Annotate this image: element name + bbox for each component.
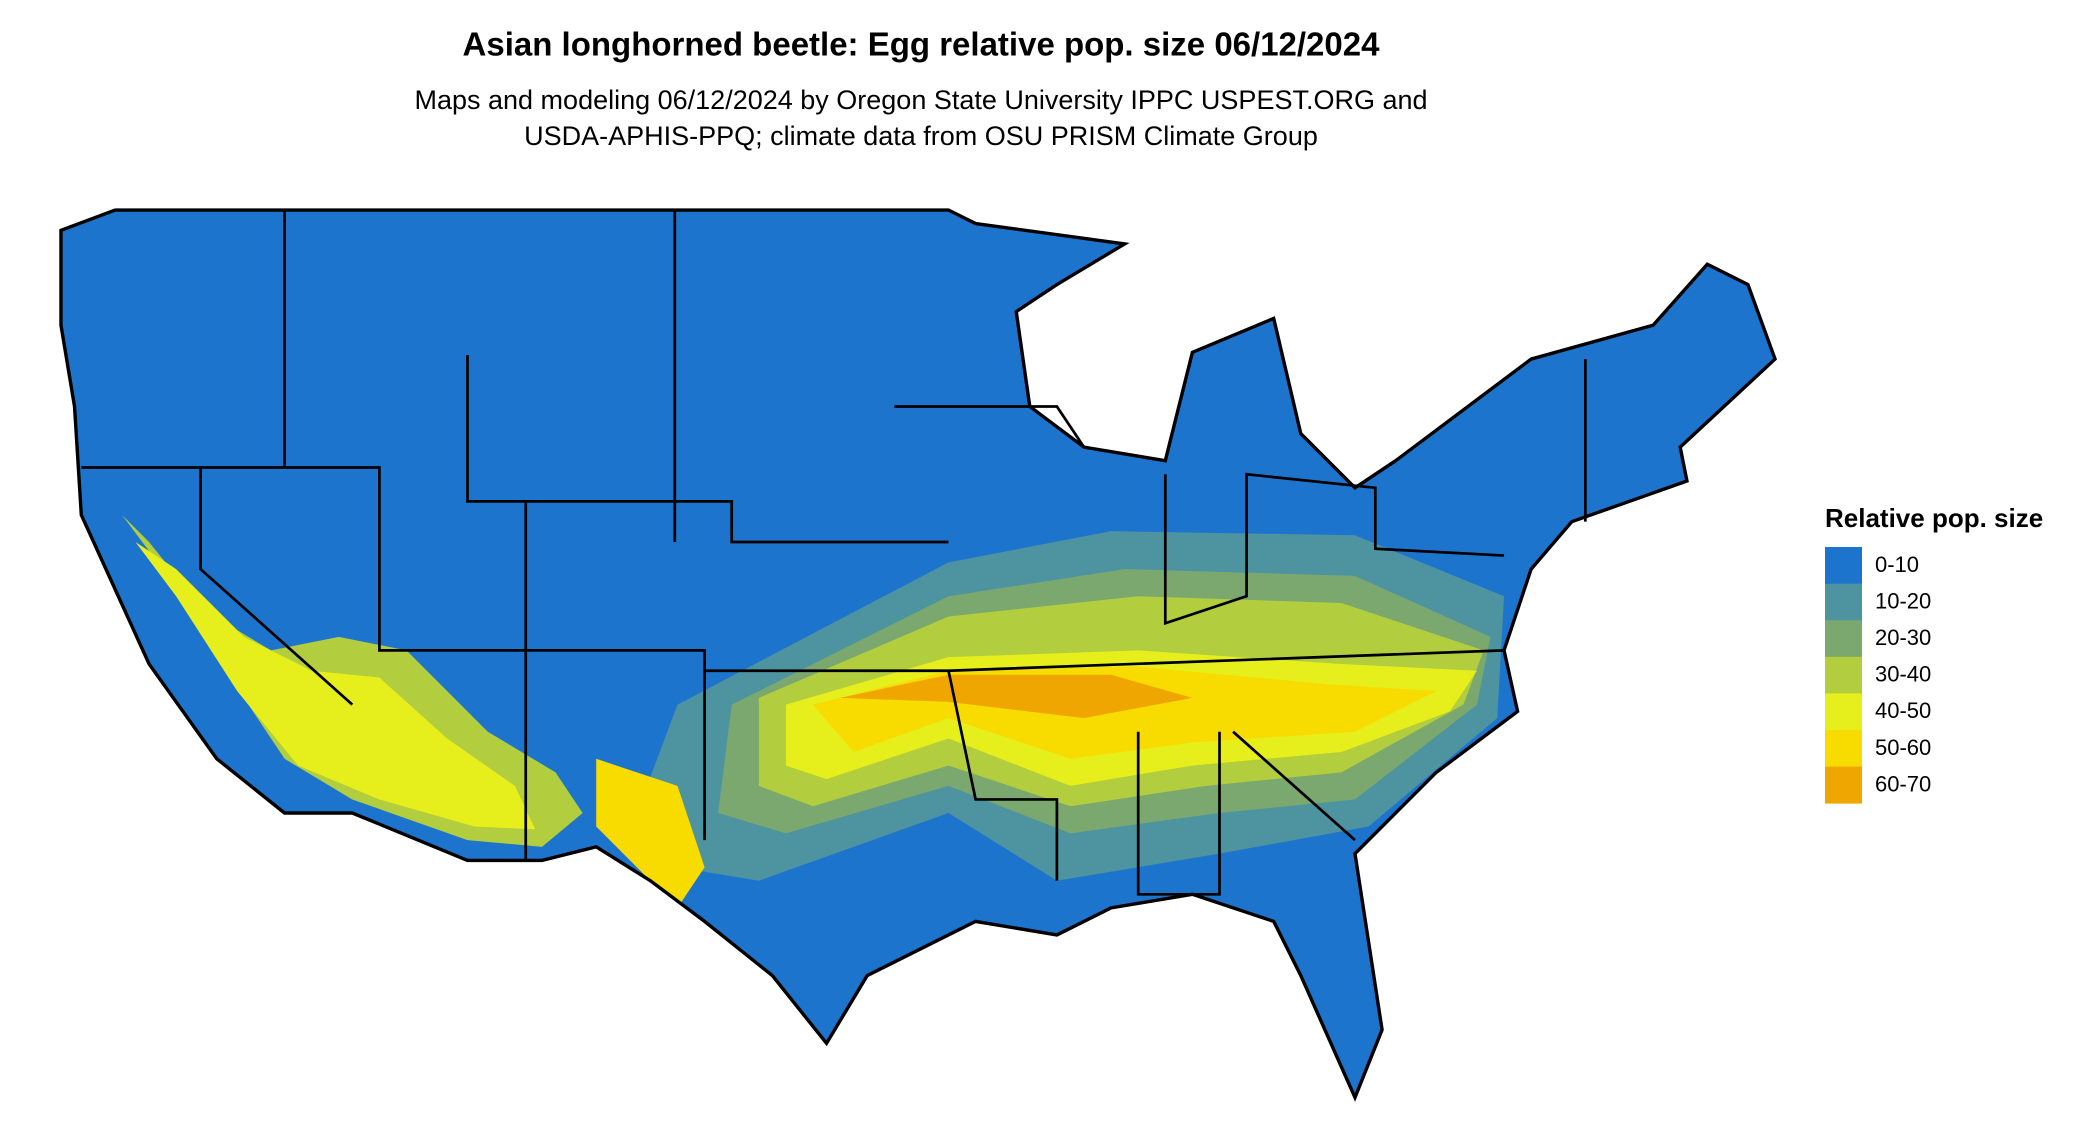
zone-40-50: [135, 542, 536, 830]
zones: [121, 514, 1505, 908]
legend-label: 10-20: [1875, 588, 1931, 613]
state-line: [1136, 731, 1221, 896]
title: Asian longhorned beetle: Egg relative po…: [463, 26, 1381, 63]
state-line: [466, 355, 949, 544]
legend: 0-10 10-20 20-30 30-40 40-50 50-60 60-70: [1825, 547, 1931, 804]
zone-60-70: [840, 674, 1193, 719]
legend-label: 0-10: [1875, 552, 1919, 577]
legend-label: 20-30: [1875, 625, 1931, 650]
legend-swatch: [1825, 766, 1862, 804]
legend-swatch: [1825, 583, 1862, 621]
state-line: [1163, 472, 1505, 626]
legend-label: 40-50: [1875, 698, 1931, 723]
legend-title: Relative pop. size: [1825, 503, 2043, 533]
legend-label: 30-40: [1875, 662, 1931, 687]
border: [59, 208, 1778, 1102]
legend-label: 60-70: [1875, 771, 1931, 796]
legend-swatch: [1825, 693, 1862, 731]
state-line: [1232, 730, 1356, 842]
subtitle-line: USDA-APHIS-PPQ; climate data from OSU PR…: [524, 121, 1318, 151]
legend-swatch: [1825, 620, 1862, 658]
state-line: [81, 466, 706, 841]
us-map: [59, 208, 1778, 1102]
legend-swatch: [1825, 730, 1862, 767]
state-line: [199, 467, 354, 706]
legend-swatch: [1825, 547, 1862, 584]
legend-swatch: [1825, 656, 1862, 694]
state-lines: [81, 210, 1587, 896]
legend-label: 50-60: [1875, 735, 1931, 760]
state-line: [947, 670, 1059, 881]
subtitle-line: Maps and modeling 06/12/2024 by Oregon S…: [414, 85, 1427, 115]
state-line: [894, 405, 1086, 448]
zone-50-60: [596, 758, 705, 908]
